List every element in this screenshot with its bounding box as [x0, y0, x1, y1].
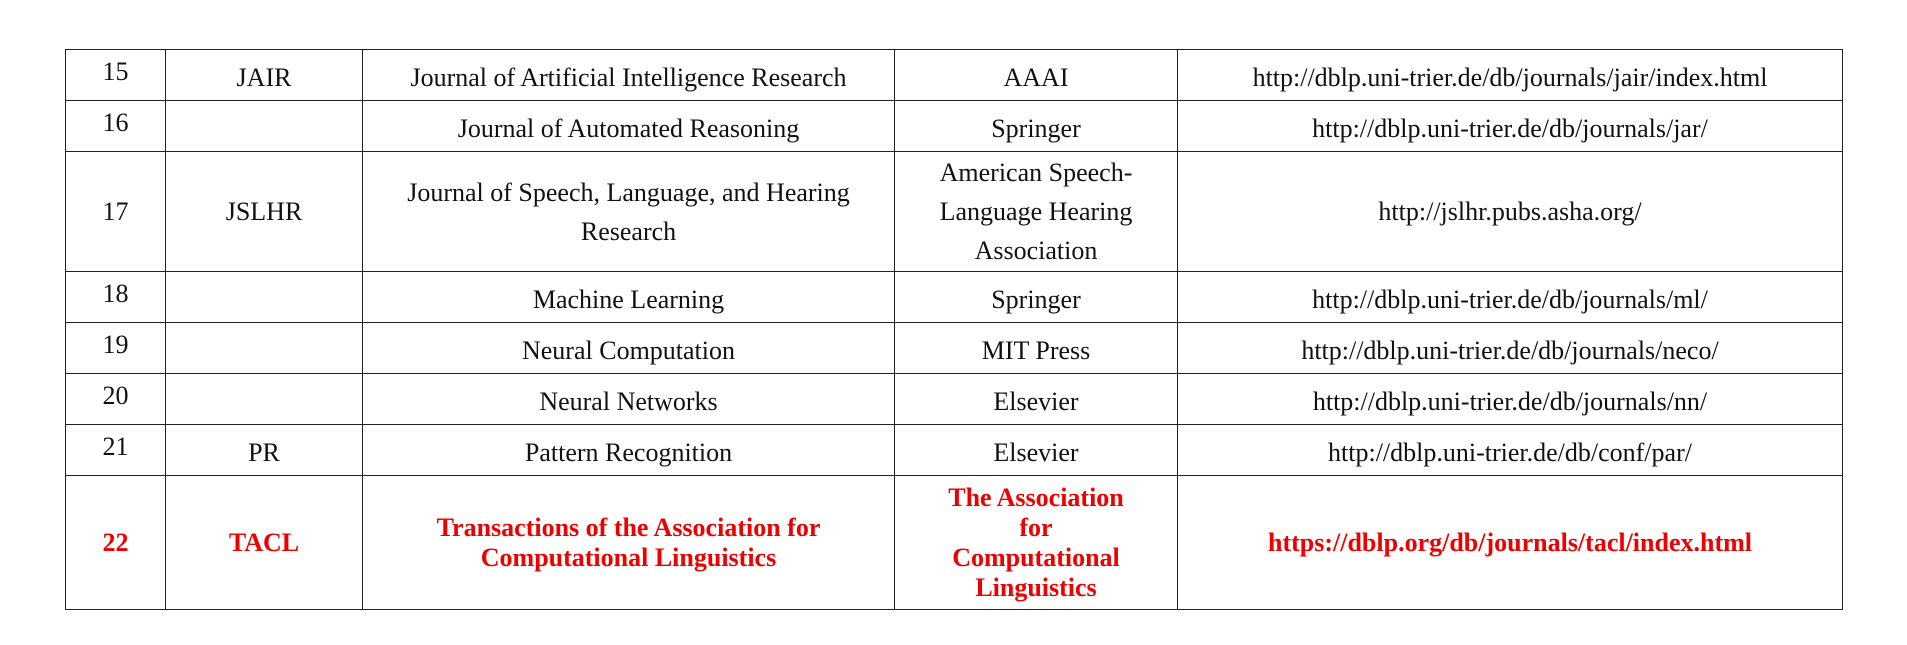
journal-name: Transactions of the Association for Comp…	[362, 475, 895, 610]
row-number: 20	[65, 373, 166, 425]
row-number: 18	[65, 271, 166, 323]
row-number: 19	[65, 322, 166, 374]
row-number: 21	[65, 424, 166, 476]
table-row: 21 PR Pattern Recognition Elsevier http:…	[65, 424, 1843, 476]
journals-table: 15 JAIR Journal of Artificial Intelligen…	[65, 49, 1843, 610]
journal-abbreviation	[165, 322, 363, 374]
journal-abbreviation: PR	[165, 424, 363, 476]
journal-abbreviation: JAIR	[165, 49, 363, 101]
table-row: 15 JAIR Journal of Artificial Intelligen…	[65, 49, 1843, 101]
journal-name: Journal of Artificial Intelligence Resea…	[362, 49, 895, 101]
journal-name: Neural Networks	[362, 373, 895, 425]
journal-url: https://dblp.org/db/journals/tacl/index.…	[1177, 475, 1843, 610]
journal-abbreviation	[165, 373, 363, 425]
journal-publisher: Springer	[894, 100, 1178, 152]
journal-name-line: Journal of Speech, Language, and Hearing	[407, 177, 850, 207]
journal-url: http://dblp.uni-trier.de/db/journals/nn/	[1177, 373, 1843, 425]
journal-publisher: Elsevier	[894, 424, 1178, 476]
journal-publisher-line: for	[1019, 512, 1053, 542]
journal-url: http://dblp.uni-trier.de/db/journals/jai…	[1177, 49, 1843, 101]
journal-name: Journal of Speech, Language, and Hearing…	[362, 151, 895, 272]
table-row-highlighted: 22 TACL Transactions of the Association …	[65, 475, 1843, 610]
journal-publisher-line: Association	[974, 236, 1098, 265]
journal-publisher-line: Language Hearing	[939, 197, 1133, 226]
journal-name: Machine Learning	[362, 271, 895, 323]
journal-publisher-line: Linguistics	[975, 572, 1097, 602]
journal-publisher-line: Computational	[952, 542, 1120, 572]
journal-publisher: Springer	[894, 271, 1178, 323]
journal-url: http://dblp.uni-trier.de/db/conf/par/	[1177, 424, 1843, 476]
table-row: 20 Neural Networks Elsevier http://dblp.…	[65, 373, 1843, 425]
table-row: 18 Machine Learning Springer http://dblp…	[65, 271, 1843, 323]
journal-name-line: Computational Linguistics	[480, 542, 777, 572]
journal-publisher: AAAI	[894, 49, 1178, 101]
journal-publisher-line: American Speech-	[939, 158, 1133, 187]
row-number: 16	[65, 100, 166, 152]
journal-name: Neural Computation	[362, 322, 895, 374]
journal-name-line: Transactions of the Association for	[436, 512, 821, 542]
journal-name: Journal of Automated Reasoning	[362, 100, 895, 152]
journal-name-line: Research	[580, 216, 677, 246]
journal-abbreviation	[165, 271, 363, 323]
journal-url: http://dblp.uni-trier.de/db/journals/nec…	[1177, 322, 1843, 374]
journal-url: http://jslhr.pubs.asha.org/	[1177, 151, 1843, 272]
journal-publisher: American Speech- Language Hearing Associ…	[894, 151, 1178, 272]
table-row: 17 JSLHR Journal of Speech, Language, an…	[65, 151, 1843, 272]
journal-publisher: Elsevier	[894, 373, 1178, 425]
journal-publisher: MIT Press	[894, 322, 1178, 374]
row-number: 22	[65, 475, 166, 610]
table-row: 19 Neural Computation MIT Press http://d…	[65, 322, 1843, 374]
journal-publisher-line: The Association	[948, 482, 1124, 512]
journal-url: http://dblp.uni-trier.de/db/journals/ml/	[1177, 271, 1843, 323]
journal-abbreviation: JSLHR	[165, 151, 363, 272]
table-row: 16 Journal of Automated Reasoning Spring…	[65, 100, 1843, 152]
journal-publisher: The Association for Computational Lingui…	[894, 475, 1178, 610]
journal-abbreviation	[165, 100, 363, 152]
journal-name: Pattern Recognition	[362, 424, 895, 476]
row-number: 15	[65, 49, 166, 101]
row-number: 17	[65, 151, 166, 272]
journal-abbreviation: TACL	[165, 475, 363, 610]
journal-url: http://dblp.uni-trier.de/db/journals/jar…	[1177, 100, 1843, 152]
